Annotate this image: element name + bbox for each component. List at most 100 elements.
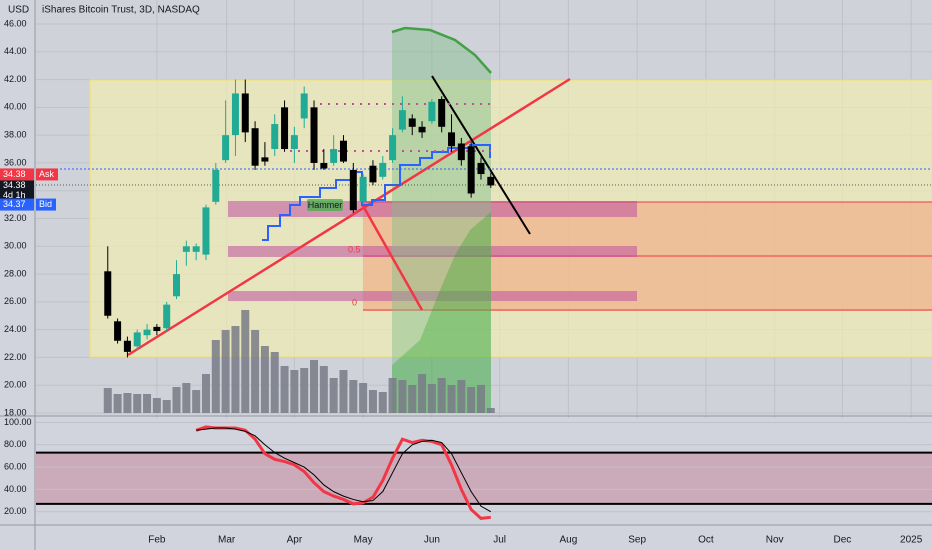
candle-body bbox=[487, 176, 495, 186]
volume-bar bbox=[172, 387, 181, 413]
candle-body bbox=[467, 146, 475, 194]
candle-body bbox=[163, 304, 171, 329]
y-tick-label: 22.00 bbox=[4, 352, 27, 362]
volume-bar bbox=[467, 387, 476, 413]
stoch-line bbox=[195, 425, 491, 520]
volume-bar bbox=[398, 380, 407, 413]
volume-bar bbox=[437, 378, 446, 413]
currency: USD bbox=[8, 5, 29, 16]
candle-body bbox=[477, 162, 485, 175]
candle-body bbox=[349, 169, 357, 211]
volume-bar bbox=[418, 374, 427, 413]
x-tick-label: Sep bbox=[628, 535, 646, 546]
stoch-tick-label: 20.00 bbox=[4, 506, 27, 516]
x-tick-label: 2025 bbox=[900, 535, 923, 546]
volume-bar bbox=[290, 370, 299, 413]
y-tick-label: 30.00 bbox=[4, 241, 27, 251]
volume-bar bbox=[221, 330, 230, 413]
projection-upper-line bbox=[391, 26, 492, 74]
candle-body bbox=[310, 107, 318, 163]
volume-bar bbox=[359, 383, 368, 413]
candle-body bbox=[428, 101, 436, 122]
x-tick-label: Jun bbox=[424, 535, 440, 546]
volume-bar bbox=[447, 385, 456, 413]
chart-title: iShares Bitcoin Trust, 3D, NASDAQ bbox=[42, 5, 200, 16]
x-tick-label: Feb bbox=[148, 535, 166, 546]
y-tick-label: 46.00 bbox=[4, 18, 27, 28]
candle-body bbox=[153, 326, 161, 332]
volume-bar bbox=[280, 366, 289, 413]
hammer-badge bbox=[307, 199, 343, 211]
candle-body bbox=[271, 124, 279, 150]
candle-body bbox=[192, 246, 200, 252]
x-tick-label: Oct bbox=[698, 535, 714, 546]
countdown: 4d 1h bbox=[3, 190, 26, 200]
volume-bar bbox=[251, 330, 260, 413]
volume-bar bbox=[310, 360, 319, 413]
volume-bar bbox=[182, 383, 191, 413]
volume-bar bbox=[152, 398, 161, 413]
volume-bar bbox=[378, 392, 387, 413]
candle-body bbox=[369, 165, 377, 183]
candle-body bbox=[398, 110, 406, 130]
x-tick-label: May bbox=[354, 535, 373, 546]
projection-lower bbox=[392, 212, 491, 413]
y-tick-label: 26.00 bbox=[4, 296, 27, 306]
x-tick-label: Apr bbox=[287, 535, 303, 546]
candle-body bbox=[418, 126, 426, 133]
candle-body bbox=[438, 99, 446, 127]
ask-price: 34.38 bbox=[3, 169, 26, 179]
candle-body bbox=[389, 135, 397, 161]
bid-text: Bid bbox=[39, 199, 52, 209]
candle-body bbox=[290, 135, 298, 150]
y-tick-label: 20.00 bbox=[4, 380, 27, 390]
candle-body bbox=[104, 271, 112, 316]
hammer-label: Hammer bbox=[308, 200, 343, 210]
candle-body bbox=[339, 140, 347, 162]
y-tick-label: 36.00 bbox=[4, 157, 27, 167]
ask-tag bbox=[36, 168, 58, 181]
zone bbox=[228, 291, 637, 301]
ask-text: Ask bbox=[39, 169, 55, 179]
stoch-tick-label: 60.00 bbox=[4, 461, 27, 471]
volume-bar bbox=[329, 378, 338, 413]
volume-bar bbox=[270, 352, 279, 413]
candle-body bbox=[448, 132, 456, 147]
candle-body bbox=[123, 340, 131, 352]
candle-body bbox=[114, 321, 122, 341]
candle-body bbox=[379, 162, 387, 177]
volume-bar bbox=[457, 380, 466, 413]
candle-body bbox=[202, 207, 210, 255]
trend-line bbox=[431, 75, 531, 235]
y-tick-label: 18.00 bbox=[4, 407, 27, 417]
x-tick-label: Dec bbox=[834, 535, 852, 546]
volume-bar bbox=[486, 408, 495, 413]
candle-body bbox=[182, 246, 190, 252]
x-tick-label: Aug bbox=[559, 535, 577, 546]
candle-body bbox=[457, 143, 465, 161]
last-box bbox=[0, 180, 34, 203]
candle-body bbox=[173, 274, 181, 297]
candle-body bbox=[251, 128, 259, 166]
volume-bar bbox=[123, 393, 132, 413]
y-tick-label: 44.00 bbox=[4, 46, 27, 56]
bid-price: 34.37 bbox=[3, 199, 26, 209]
volume-bar bbox=[319, 366, 328, 413]
stoch-band bbox=[36, 452, 932, 504]
volume-bar bbox=[201, 374, 210, 413]
y-tick-label: 32.00 bbox=[4, 213, 27, 223]
y-tick-label: 38.00 bbox=[4, 130, 27, 140]
volume-bar bbox=[476, 385, 485, 413]
volume-bar bbox=[300, 368, 309, 413]
bid-box bbox=[0, 198, 34, 211]
fib-label: 0.5 bbox=[348, 244, 361, 254]
candle-body bbox=[408, 118, 416, 127]
trend-line bbox=[127, 77, 571, 357]
candle-body bbox=[261, 157, 269, 162]
stoch-tick-label: 80.00 bbox=[4, 439, 27, 449]
volume-bar bbox=[211, 340, 220, 413]
y-tick-label: 42.00 bbox=[4, 74, 27, 84]
volume-bar bbox=[408, 385, 417, 413]
candle-body bbox=[320, 162, 328, 169]
candle-body bbox=[330, 149, 338, 163]
